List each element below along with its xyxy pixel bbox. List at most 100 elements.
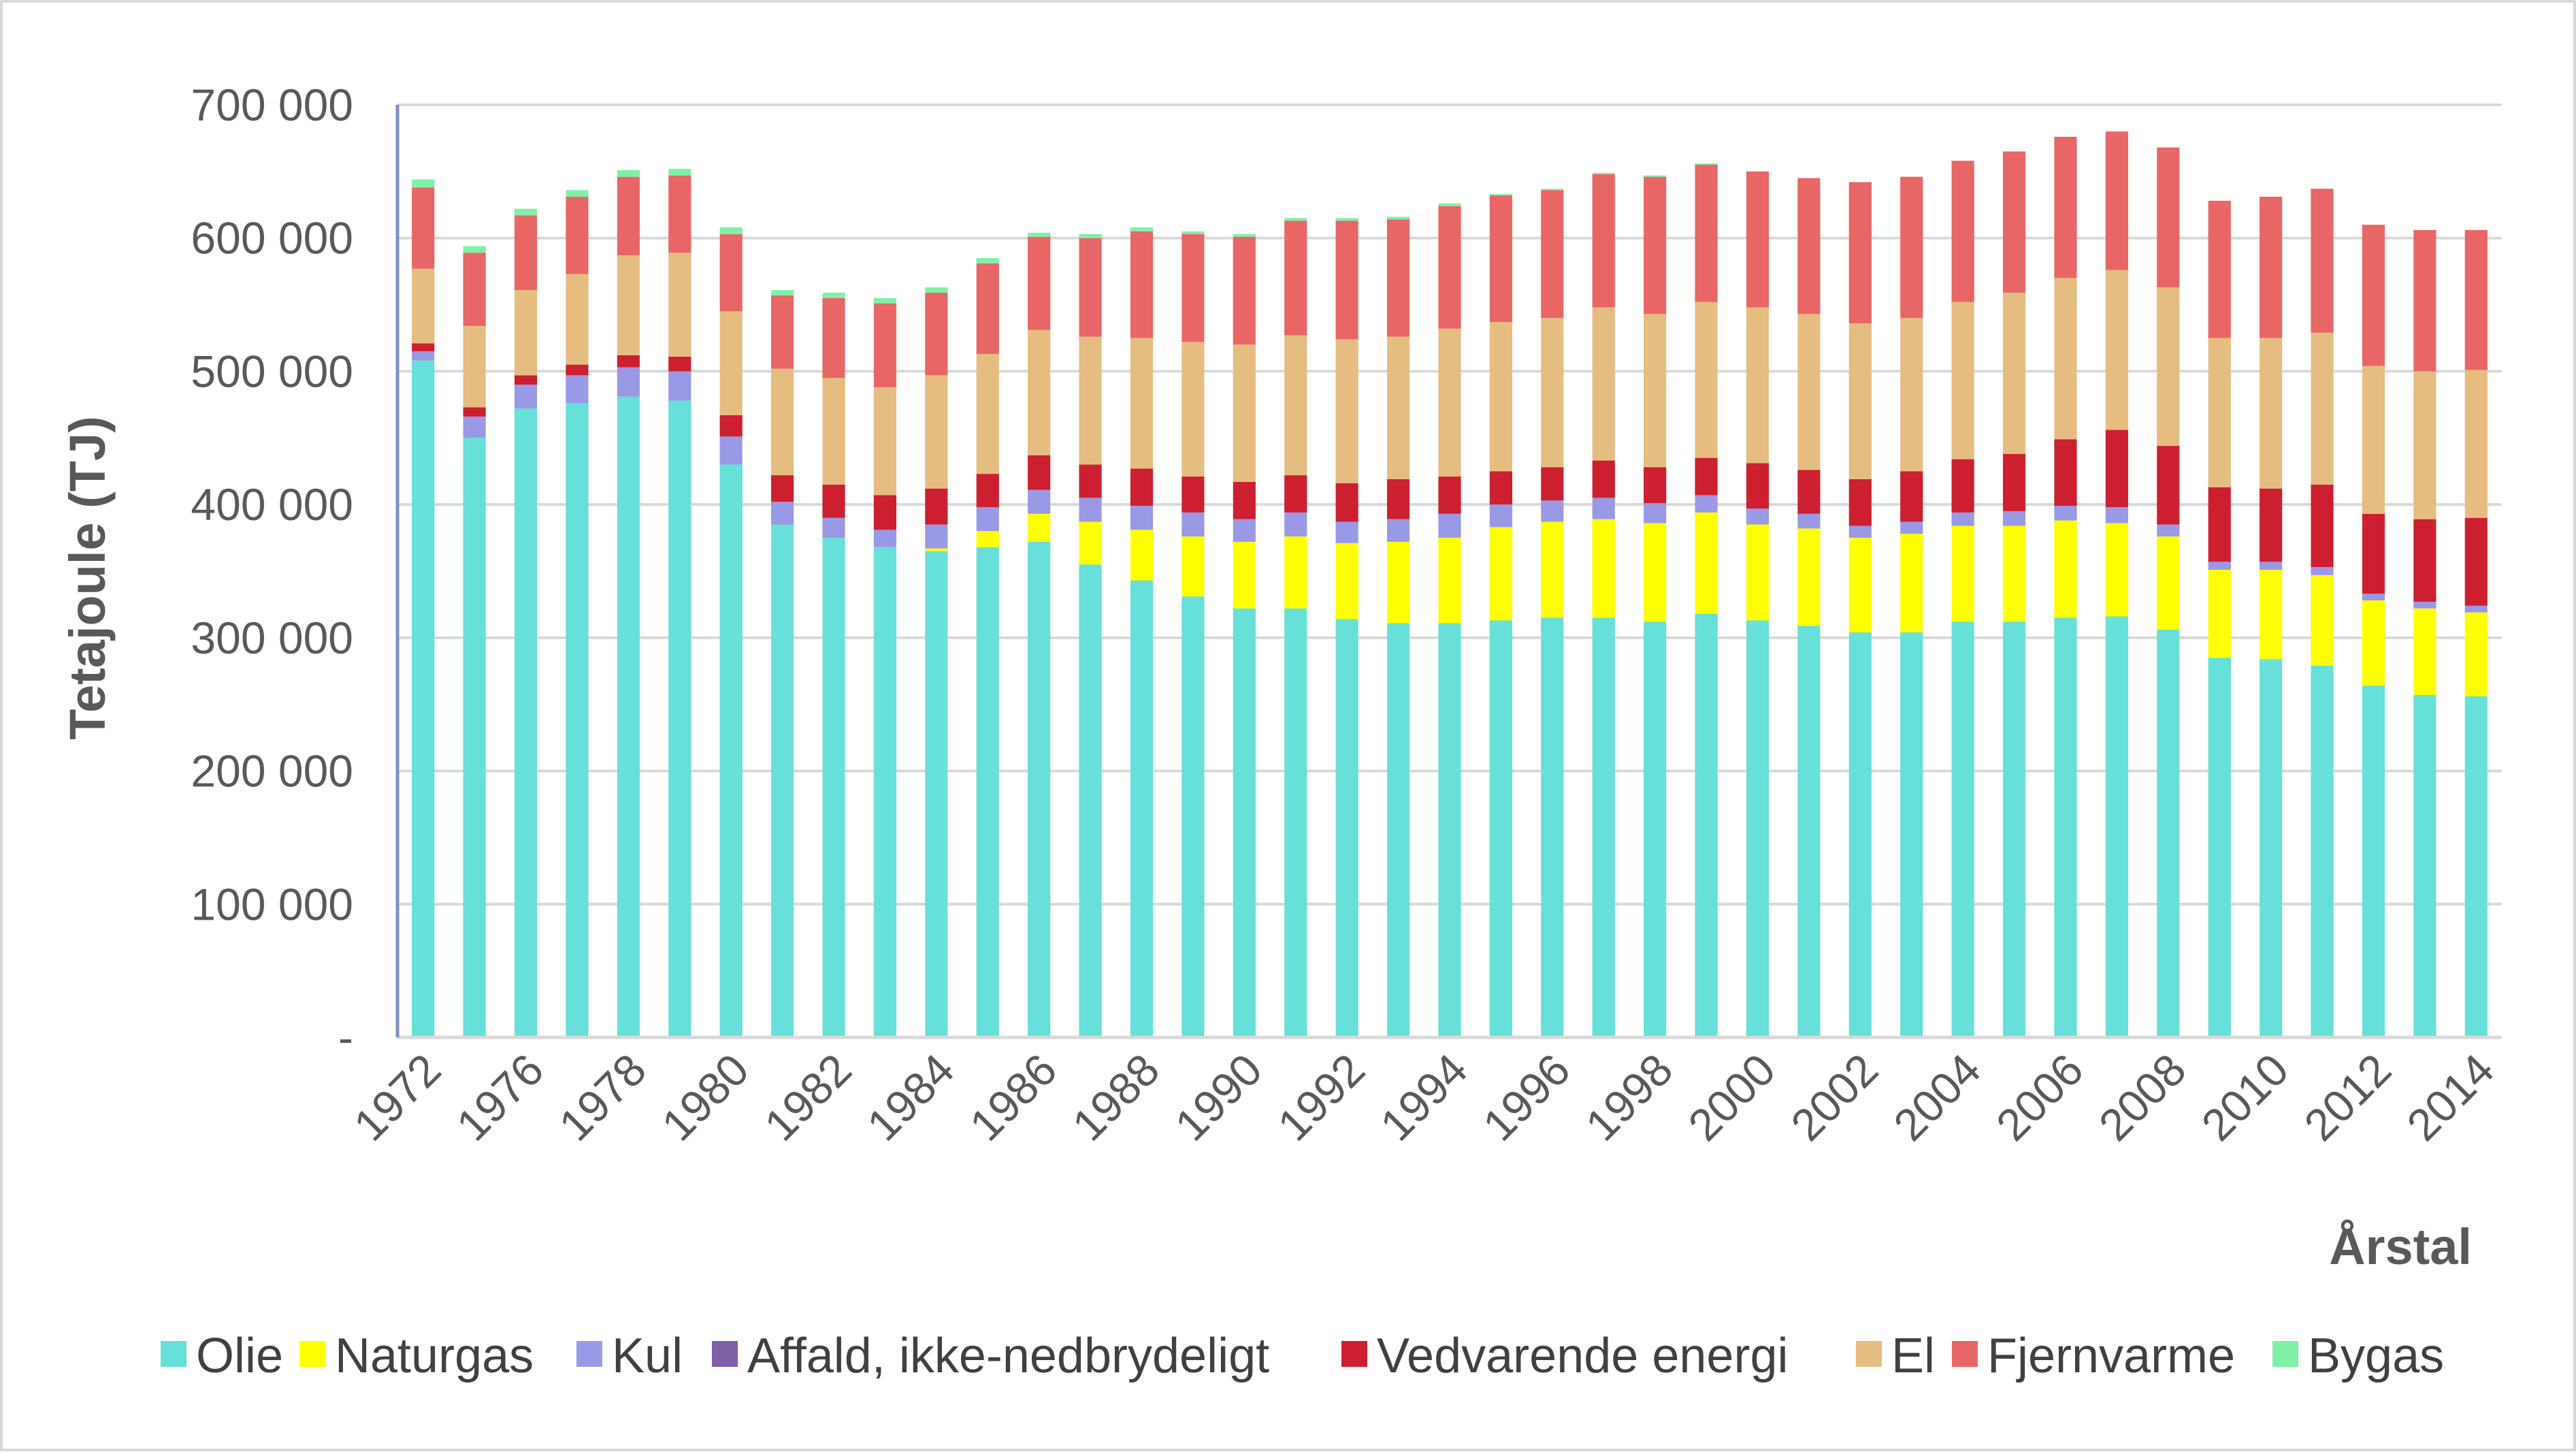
bar-segment [2464,605,2488,613]
bar-segment [2362,513,2385,594]
bar-stack-1989 [1181,231,1205,1037]
y-axis-title: Tetajoule (TJ) [59,416,116,740]
bar-segment [1028,455,1051,490]
bar-segment [719,227,743,234]
bar-segment [2413,602,2436,609]
bar-segment [1386,519,1410,542]
bar-segment [925,375,948,489]
legend: Olie Naturgas Kul Affald, ikke-nedbrydeligt… [161,1329,2444,1383]
bar-segment [925,551,948,1037]
bar-segment [1592,519,1615,618]
bar-segment [2054,520,2077,618]
bar-segment [1335,221,1358,340]
bar-segment [668,253,691,357]
bar-segment [1130,227,1154,231]
bar-segment [1284,536,1307,609]
bar-segment [668,175,691,253]
bar-segment [1028,541,1051,1037]
bar-segment [2054,136,2077,278]
bar-segment [1695,512,1718,614]
bar-segment [873,495,897,530]
bar-segment [1079,336,1102,465]
x-tick-label: 1972 [344,1044,450,1150]
bar-segment [1335,483,1358,522]
bar-stack-1986 [1028,232,1051,1037]
bar-segment [1541,189,1564,191]
bar-stack-1972 [412,179,435,1037]
bar-stack-1990 [1233,233,1256,1037]
legend-swatch [1856,1341,1882,1367]
bar-segment [514,208,538,216]
bar-segment [1335,521,1358,543]
bar-segment [514,375,538,385]
bar-segment [1644,314,1667,468]
bar-segment [2464,370,2488,518]
legend-item: Affald, ikke-nedbrydeligt [712,1329,1269,1383]
y-tick-label: 600 000 [191,213,353,263]
bar-segment [1386,336,1410,479]
bar-segment [2208,658,2231,1037]
bar-segment [822,297,845,378]
bar-segment [463,325,486,408]
bar-segment [719,233,743,312]
bar-segment [2311,484,2334,568]
legend-item: Kul [576,1329,683,1383]
bar-stack-1985 [976,258,999,1037]
legend-item: Naturgas [299,1329,534,1383]
bar-segment [1848,479,1872,526]
bar-segment [1592,174,1615,308]
bar-segment [1592,498,1615,519]
bar-segment [1951,526,1974,622]
bar-segment [1079,233,1102,238]
bar-segment [719,436,743,465]
bar-segment [1797,178,1821,314]
bar-segment [1335,543,1358,619]
bar-stack-1999 [1695,163,1718,1037]
bar-segment [2413,229,2436,372]
bar-segment [2002,453,2026,511]
bar-segment [1644,523,1667,622]
bar-stack-2007 [2105,131,2128,1037]
bar-stack-2009 [2208,200,2231,1037]
bar-segment [1848,182,1872,323]
bar-segment [1489,620,1513,1037]
x-axis-title: Årstal [2329,1218,2472,1275]
bar-segment [1438,206,1461,329]
bar-segment [719,415,743,437]
bar-segment [925,488,948,525]
bar-segment [719,311,743,416]
bar-segment [1541,190,1564,319]
bar-segment [2105,430,2128,508]
bar-segment [617,176,640,256]
y-tick-label: 100 000 [191,879,353,929]
bar-segment [771,368,794,476]
bar-segment [1541,500,1564,522]
bar-segment [2208,487,2231,562]
bar-segment [1028,232,1051,237]
bar-segment [2002,621,2026,1037]
bar-segment [514,408,538,1037]
bar-segment [1028,489,1051,514]
bar-stack-2013 [2413,229,2436,1037]
bar-stack-1978 [617,169,640,1037]
bar-segment [1541,467,1564,501]
y-tick-label: 200 000 [191,746,353,796]
bar-segment [2105,523,2128,617]
bar-segment [822,517,845,538]
bar-segment [1284,218,1307,221]
bar-segment [1695,457,1718,496]
bar-stack-1980 [719,227,743,1037]
bar-segment [822,378,845,485]
bar-segment [1797,626,1821,1037]
bar-segment [1644,175,1667,177]
bar-segment [1233,541,1256,609]
bar-segment [668,400,691,1037]
bar-segment [1746,171,1770,308]
bar-segment [1438,328,1461,477]
x-tick-label: 1992 [1268,1044,1374,1150]
bar-segment [617,169,640,177]
bar-segment [2157,287,2180,447]
bar-segment [1695,165,1718,302]
bar-segment [1489,504,1513,528]
